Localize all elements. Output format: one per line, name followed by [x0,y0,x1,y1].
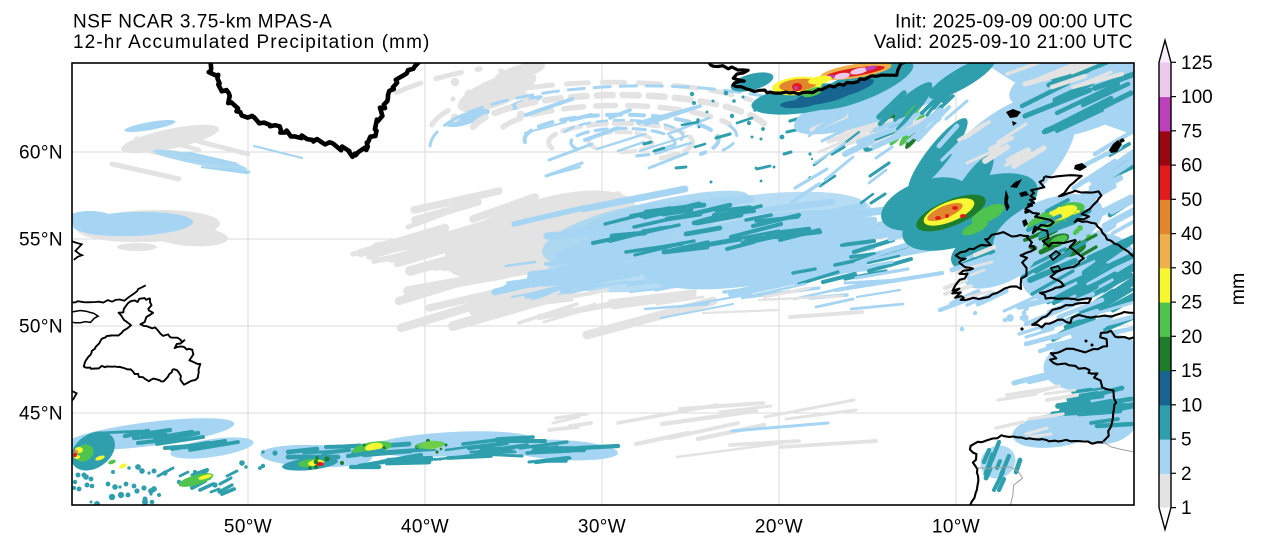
svg-text:25: 25 [1181,293,1202,314]
svg-text:Valid: 2025-09-10 21:00 UTC: Valid: 2025-09-10 21:00 UTC [874,32,1133,53]
svg-text:1: 1 [1181,498,1192,519]
svg-text:20°W: 20°W [755,517,803,538]
svg-text:45°N: 45°N [19,404,63,425]
svg-text:5: 5 [1181,430,1192,451]
svg-text:10: 10 [1181,395,1202,416]
svg-text:50°N: 50°N [19,317,63,338]
svg-text:10°W: 10°W [932,517,980,538]
svg-text:100: 100 [1181,87,1213,108]
svg-text:2: 2 [1181,464,1192,485]
svg-text:40°W: 40°W [401,517,449,538]
svg-text:Init: 2025-09-09 00:00 UTC: Init: 2025-09-09 00:00 UTC [895,12,1133,33]
svg-text:30: 30 [1181,258,1202,279]
svg-text:mm: mm [1227,273,1249,306]
svg-text:NSF NCAR 3.75-km MPAS-A: NSF NCAR 3.75-km MPAS-A [73,12,332,33]
svg-text:125: 125 [1181,53,1213,74]
svg-text:55°N: 55°N [19,230,63,251]
svg-text:40: 40 [1181,224,1202,245]
svg-text:20: 20 [1181,327,1202,348]
svg-text:60: 60 [1181,156,1202,177]
svg-text:50°W: 50°W [224,517,272,538]
svg-text:60°N: 60°N [19,143,63,164]
svg-text:75: 75 [1181,121,1202,142]
svg-text:50: 50 [1181,190,1202,211]
svg-text:12-hr Accumulated Precipitatio: 12-hr Accumulated Precipitation (mm) [73,32,430,53]
svg-text:15: 15 [1181,361,1202,382]
svg-text:30°W: 30°W [578,517,626,538]
